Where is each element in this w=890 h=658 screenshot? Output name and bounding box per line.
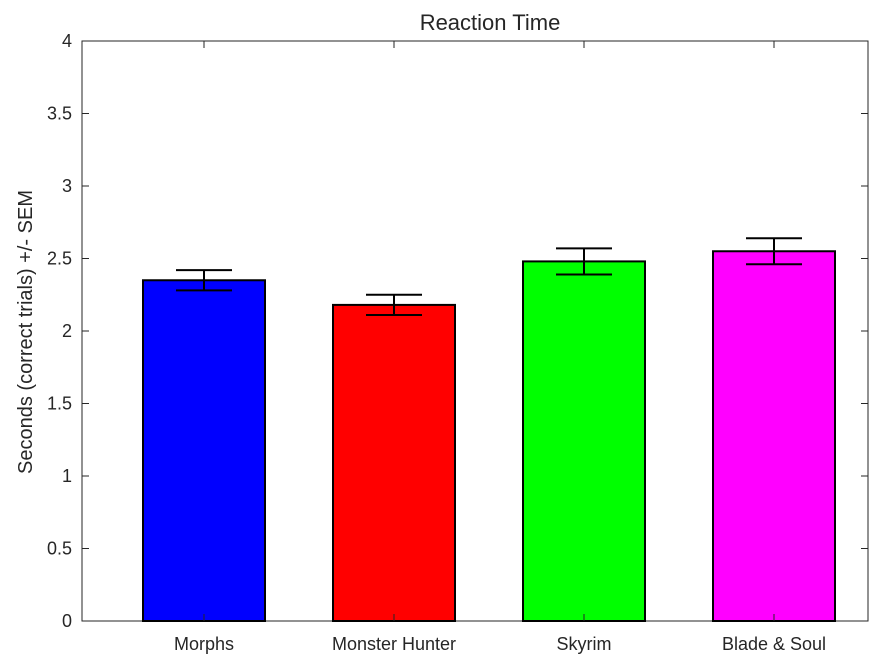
y-tick-label: 3.5 xyxy=(47,104,72,124)
y-tick-label: 3 xyxy=(62,176,72,196)
y-tick-label: 0 xyxy=(62,611,72,631)
x-tick-label: Blade & Soul xyxy=(722,634,826,654)
y-tick-label: 1.5 xyxy=(47,394,72,414)
bar xyxy=(142,279,266,622)
y-tick-label: 2.5 xyxy=(47,249,72,269)
x-tick-label: Morphs xyxy=(174,634,234,654)
chart-title: Reaction Time xyxy=(420,10,561,35)
y-tick-label: 4 xyxy=(62,31,72,51)
bar xyxy=(522,260,646,622)
y-tick-label: 1 xyxy=(62,466,72,486)
y-tick-label: 0.5 xyxy=(47,539,72,559)
y-axis-label: Seconds (correct trials) +/- SEM xyxy=(15,190,37,474)
x-tick-label: Monster Hunter xyxy=(332,634,456,654)
plot-area: 0 0.5 1 1.5 2 2.5 3 3.5 4 Morphs Monster Hunter Sky… xyxy=(47,31,869,654)
x-tick-label: Skyrim xyxy=(557,634,612,654)
y-tick-label: 2 xyxy=(62,321,72,341)
bar xyxy=(332,303,456,622)
bar xyxy=(712,250,836,622)
